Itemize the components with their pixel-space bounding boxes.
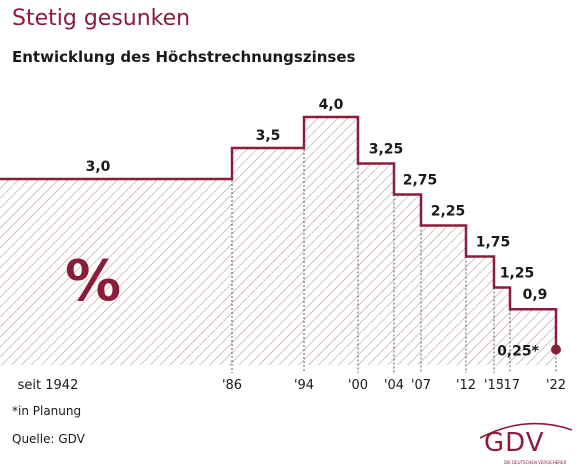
x-tick-label: '94 (294, 378, 314, 393)
x-tick-label: '12 (456, 378, 476, 393)
percent-symbol: % (65, 249, 121, 314)
hatched-area (0, 117, 556, 365)
source-note: Quelle: GDV (12, 432, 85, 446)
data-label: 0,25* (497, 344, 540, 360)
footnote: *in Planung (12, 404, 82, 418)
data-label: 0,9 (523, 287, 548, 303)
x-tick-label: seit 1942 (18, 378, 79, 393)
x-tick-label: '15 (484, 378, 504, 393)
x-tick-label: '17 (500, 378, 520, 393)
data-label: 3,25 (369, 142, 404, 158)
end-point-marker (551, 344, 561, 355)
gdv-logo: GDV DIE DEUTSCHEN VERSICHERER (476, 418, 576, 470)
data-label: 2,75 (403, 173, 438, 189)
data-label: 1,25 (500, 266, 535, 282)
data-label: 2,25 (431, 204, 466, 220)
step-area-chart: % 3,03,54,03,252,752,251,751,250,90,25* … (0, 97, 566, 393)
logo-arc (479, 422, 573, 439)
x-tick-label: '22 (546, 378, 566, 393)
x-tick-label: '86 (222, 378, 242, 393)
x-tick-label: '00 (348, 378, 368, 393)
data-label: 3,5 (256, 128, 281, 144)
logo-subtext: DIE DEUTSCHEN VERSICHERER (504, 460, 567, 465)
x-tick-label: '07 (411, 378, 431, 393)
data-label: 1,75 (476, 235, 511, 251)
data-label: 4,0 (319, 97, 344, 113)
logo-text: GDV (484, 428, 545, 458)
chart-title: Stetig gesunken (12, 6, 191, 31)
step-line (0, 115, 558, 350)
x-tick-label: '04 (384, 378, 404, 393)
chart-subtitle: Entwicklung des Höchstrechnungszinses (12, 48, 356, 66)
data-label: 3,0 (86, 159, 111, 175)
